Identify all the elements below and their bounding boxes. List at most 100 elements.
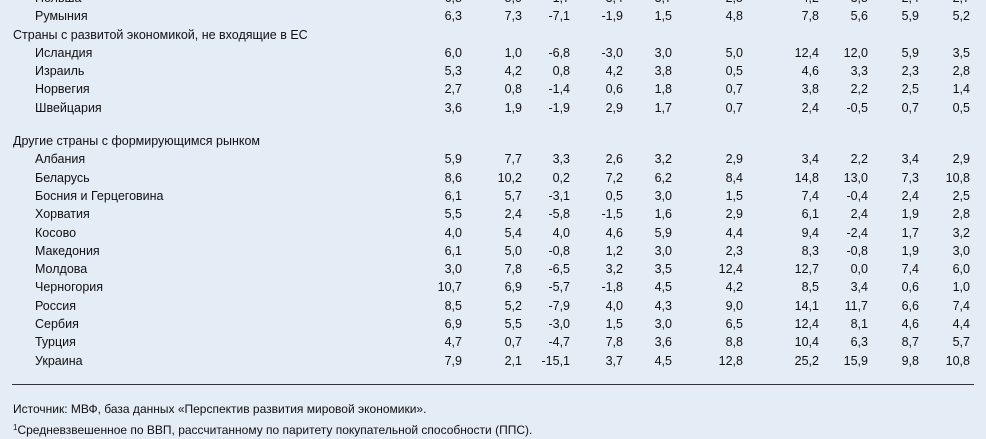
value-cell: 3,6: [612, 333, 672, 351]
value-cell: 6,0: [402, 44, 462, 62]
country-name: Босния и Герцеговина: [35, 187, 164, 205]
value-cell: 2,3: [683, 242, 743, 260]
value-cell: 1,6: [612, 205, 672, 223]
value-cell: 10,8: [910, 352, 970, 370]
value-cell: 2,5: [910, 187, 970, 205]
country-name: Турция: [35, 333, 76, 351]
value-cell: 3,0: [910, 242, 970, 260]
value-cell: 5,5: [402, 205, 462, 223]
country-name: Македония: [35, 242, 100, 260]
table-row: Польша6,85,01,73,43,72,54,23,52,42,7: [0, 0, 986, 7]
value-cell: 8,8: [683, 333, 743, 351]
country-name: Сербия: [35, 315, 79, 333]
value-cell: 0,8: [510, 62, 570, 80]
value-cell: -3,0: [510, 315, 570, 333]
value-cell: 0,7: [683, 80, 743, 98]
country-name: Хорватия: [35, 205, 90, 223]
row-spacer: [0, 117, 986, 132]
data-table: Польша6,85,01,73,43,72,54,23,52,42,7Румы…: [0, 0, 986, 370]
value-cell: 4,2: [683, 278, 743, 296]
value-cell: 4,7: [402, 333, 462, 351]
value-cell: 7,4: [910, 297, 970, 315]
value-cell: -1,4: [510, 80, 570, 98]
value-cell: 4,5: [612, 352, 672, 370]
value-cell: 8,6: [402, 169, 462, 187]
value-cell: 5,9: [402, 150, 462, 168]
country-name: Польша: [35, 0, 81, 7]
value-cell: 4,0: [402, 224, 462, 242]
value-cell: -5,7: [510, 278, 570, 296]
country-name: Швейцария: [35, 99, 102, 117]
country-name: Россия: [35, 297, 76, 315]
footnote-1: 1Средневзвешенное по ВВП, рассчитанному …: [13, 419, 532, 439]
value-cell: 2,7: [402, 80, 462, 98]
value-cell: 3,0: [612, 315, 672, 333]
group-label: Страны с развитой экономикой, не входящи…: [13, 26, 308, 44]
value-cell: 5,9: [612, 224, 672, 242]
value-cell: 3,0: [612, 187, 672, 205]
group-label: Другие страны с формирующимся рынком: [13, 132, 260, 150]
value-cell: 4,8: [683, 7, 743, 25]
value-cell: 10,7: [402, 278, 462, 296]
value-cell: 3,6: [402, 99, 462, 117]
value-cell: 4,0: [510, 224, 570, 242]
value-cell: 0,2: [510, 169, 570, 187]
value-cell: -7,1: [510, 7, 570, 25]
value-cell: 6,8: [402, 0, 462, 7]
value-cell: 1,8: [612, 80, 672, 98]
value-cell: 12,4: [683, 260, 743, 278]
value-cell: 3,0: [402, 260, 462, 278]
value-cell: 4,4: [683, 224, 743, 242]
value-cell: -15,1: [510, 352, 570, 370]
country-name: Исландия: [35, 44, 92, 62]
value-cell: -6,5: [510, 260, 570, 278]
value-cell: 8,5: [402, 297, 462, 315]
value-cell: 2,7: [910, 0, 970, 7]
table-notes: Источник: МВФ, база данных «Перспектив р…: [13, 400, 532, 439]
value-cell: 2,9: [683, 150, 743, 168]
value-cell: 3,0: [612, 44, 672, 62]
value-cell: -6,8: [510, 44, 570, 62]
country-name: Норвегия: [35, 80, 90, 98]
value-cell: 6,5: [683, 315, 743, 333]
value-cell: 4,3: [612, 297, 672, 315]
value-cell: 1,5: [683, 187, 743, 205]
value-cell: 6,1: [402, 242, 462, 260]
value-cell: 3,2: [612, 150, 672, 168]
value-cell: 9,0: [683, 297, 743, 315]
value-cell: 8,4: [683, 169, 743, 187]
value-cell: 3,7: [612, 0, 672, 7]
value-cell: 6,0: [910, 260, 970, 278]
value-cell: 1,5: [612, 7, 672, 25]
value-cell: -7,9: [510, 297, 570, 315]
value-cell: 1,7: [612, 99, 672, 117]
value-cell: 5,2: [910, 7, 970, 25]
country-name: Израиль: [35, 62, 84, 80]
value-cell: 4,5: [612, 278, 672, 296]
value-cell: 6,9: [402, 315, 462, 333]
group-header-row: Другие страны с формирующимся рынком: [0, 132, 986, 150]
value-cell: -4,7: [510, 333, 570, 351]
value-cell: 0,5: [910, 99, 970, 117]
footnote-text: Средневзвешенное по ВВП, рассчитанному п…: [17, 423, 532, 437]
value-cell: 10,8: [910, 169, 970, 187]
country-name: Украина: [35, 352, 83, 370]
value-cell: 2,5: [683, 0, 743, 7]
country-name: Молдова: [35, 260, 87, 278]
value-cell: 2,8: [910, 205, 970, 223]
value-cell: 5,3: [402, 62, 462, 80]
value-cell: -3,1: [510, 187, 570, 205]
value-cell: 4,4: [910, 315, 970, 333]
value-cell: 3,0: [612, 242, 672, 260]
